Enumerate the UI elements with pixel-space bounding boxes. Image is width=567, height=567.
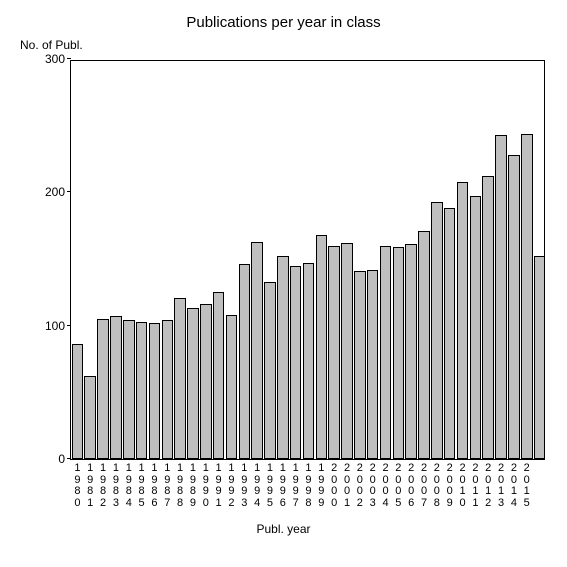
x-tick-label: 1991 (212, 459, 225, 509)
x-tick-label: 2003 (366, 459, 379, 509)
y-tick-label: 200 (45, 185, 71, 199)
bar (470, 196, 482, 459)
bar (495, 135, 507, 459)
x-tick-label: 2014 (507, 459, 520, 509)
bar (136, 322, 148, 459)
bar (239, 264, 251, 459)
bars-group (71, 61, 544, 459)
bar (251, 242, 263, 459)
bar (290, 266, 302, 459)
bar (431, 202, 443, 459)
bar (303, 263, 315, 459)
x-tick-label: 1982 (97, 459, 110, 509)
x-tick-label: 1995 (264, 459, 277, 509)
y-tick-mark (67, 58, 71, 59)
x-tick-label: 2002 (353, 459, 366, 509)
bar (149, 323, 161, 459)
bar (328, 246, 340, 459)
y-tick-mark (67, 325, 71, 326)
x-tick-label: 1993 (238, 459, 251, 509)
x-tick-label: 1989 (187, 459, 200, 509)
y-tick-label: 0 (58, 452, 71, 466)
bar (380, 246, 392, 459)
x-tick-label: 2015 (520, 459, 533, 509)
y-axis-label: No. of Publ. (20, 38, 83, 52)
x-tick-label: 1992 (225, 459, 238, 509)
bar (444, 208, 456, 459)
x-tick-label: 2010 (456, 459, 469, 509)
x-tick-label: 2004 (379, 459, 392, 509)
y-tick-mark (67, 191, 71, 192)
x-tick-label: 2012 (482, 459, 495, 509)
bar (123, 320, 135, 459)
x-tick-label: 1988 (174, 459, 187, 509)
x-tick-label: 2005 (392, 459, 405, 509)
bar (367, 270, 379, 459)
bar (200, 304, 212, 459)
bar (418, 231, 430, 459)
bar (110, 316, 122, 459)
x-tick-label: 1981 (84, 459, 97, 509)
chart-container: Publications per year in class No. of Pu… (0, 0, 567, 567)
chart-title: Publications per year in class (0, 14, 567, 31)
bar (508, 155, 520, 459)
x-tick-label: 1985 (135, 459, 148, 509)
bar (457, 182, 469, 459)
bar (354, 271, 366, 459)
x-tick-label: 2000 (328, 459, 341, 509)
x-tick-label: 1994 (251, 459, 264, 509)
x-tick-label: 2011 (469, 459, 482, 509)
plot-area: 0100200300198019811982198319841985198619… (70, 60, 545, 460)
x-tick-label: 1986 (148, 459, 161, 509)
x-tick-label: 1996 (276, 459, 289, 509)
bar (72, 344, 84, 459)
x-tick-label: 2006 (405, 459, 418, 509)
bar (264, 282, 276, 459)
bar (162, 320, 174, 459)
y-tick-label: 100 (45, 319, 71, 333)
y-tick-label: 300 (45, 52, 71, 66)
bar (316, 235, 328, 459)
bar (213, 292, 225, 459)
x-tick-label: 2013 (495, 459, 508, 509)
bar (226, 315, 238, 459)
bar (84, 376, 96, 459)
x-tick-label: 2009 (443, 459, 456, 509)
bar (187, 308, 199, 459)
bar (174, 298, 186, 459)
bar (97, 319, 109, 459)
x-tick-label: 2008 (430, 459, 443, 509)
x-tick-label: 1998 (302, 459, 315, 509)
x-tick-label: 1997 (289, 459, 302, 509)
bar (393, 247, 405, 459)
x-tick-label: 1999 (315, 459, 328, 509)
x-tick-label: 1983 (110, 459, 123, 509)
bar (341, 243, 353, 459)
x-axis-label: Publ. year (0, 522, 567, 536)
x-tick-label: 1987 (161, 459, 174, 509)
bar (482, 176, 494, 459)
bar (277, 256, 289, 459)
bar (534, 256, 546, 459)
x-tick-label: 2001 (341, 459, 354, 509)
bar (521, 134, 533, 459)
x-tick-label: 1980 (71, 459, 84, 509)
x-tick-label: 2007 (418, 459, 431, 509)
x-tick-label: 1990 (199, 459, 212, 509)
x-tick-label: 1984 (122, 459, 135, 509)
bar (405, 244, 417, 459)
